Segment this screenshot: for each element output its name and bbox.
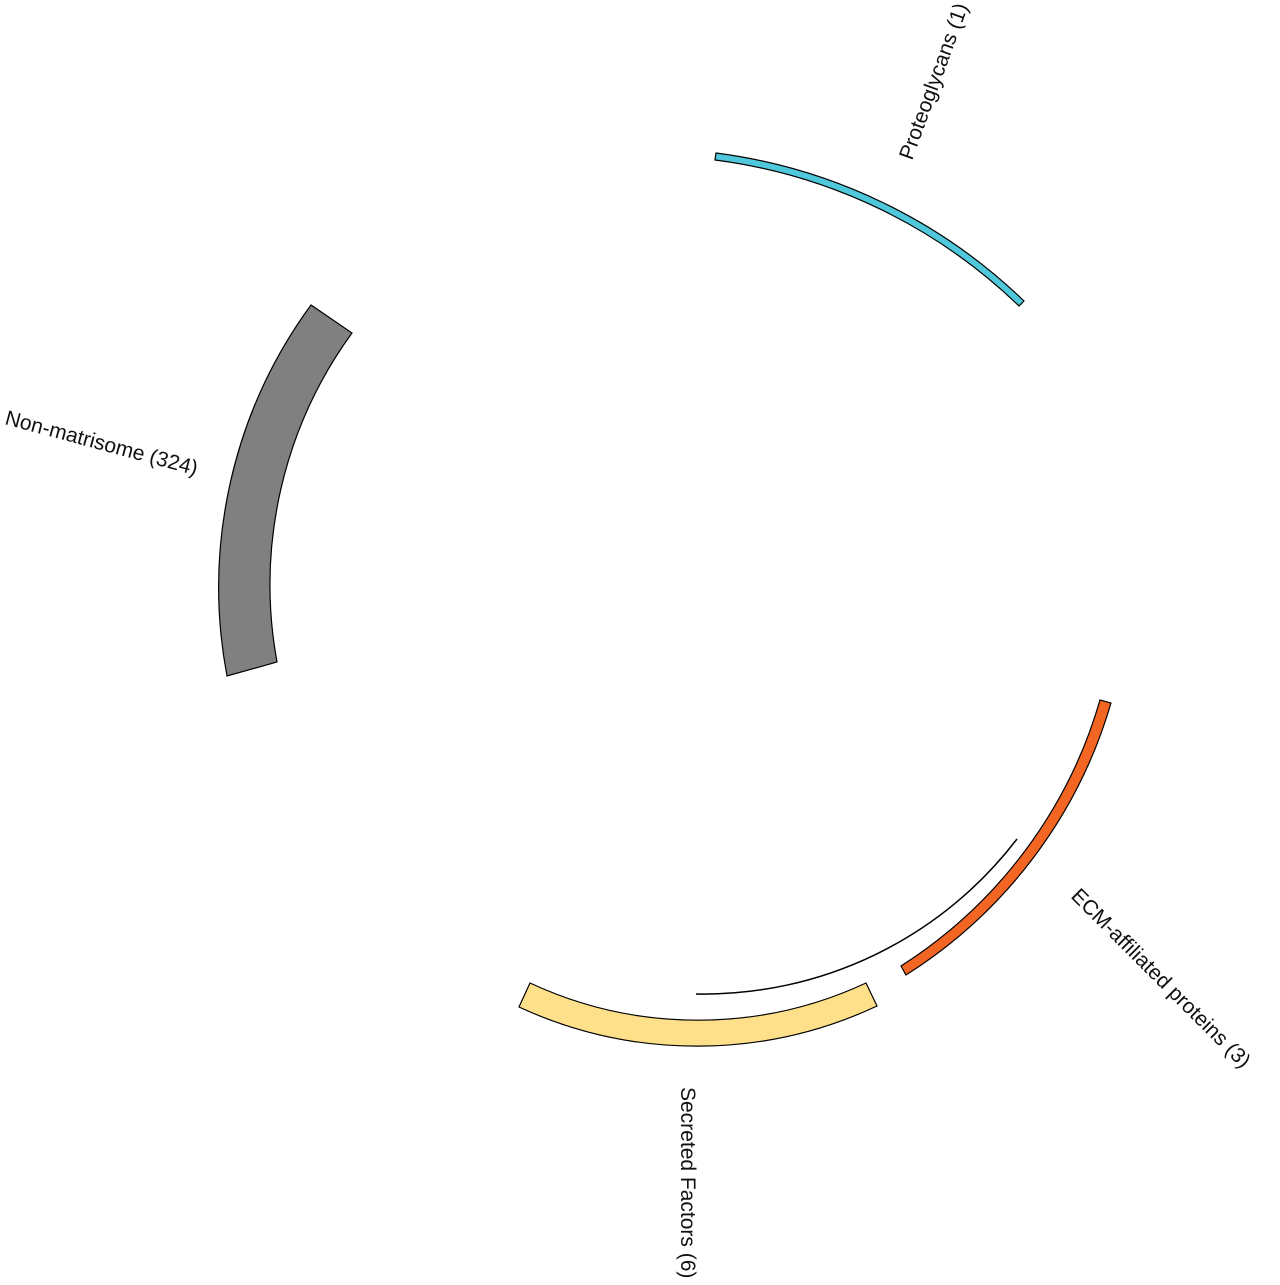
arc-non-matrisome bbox=[219, 305, 352, 676]
arc-secreted-factors bbox=[519, 983, 877, 1046]
label-secreted-factors: Secreted Factors (6) bbox=[676, 1087, 699, 1278]
label-ecm-affiliated: ECM-affiliated proteins (3) bbox=[1066, 884, 1254, 1072]
arc-ecm-affiliated bbox=[901, 700, 1111, 975]
arc-proteoglycans bbox=[715, 153, 1024, 306]
label-proteoglycans: Proteoglycans (1) bbox=[895, 0, 973, 163]
label-non-matrisome: Non-matrisome (324) bbox=[3, 407, 201, 481]
